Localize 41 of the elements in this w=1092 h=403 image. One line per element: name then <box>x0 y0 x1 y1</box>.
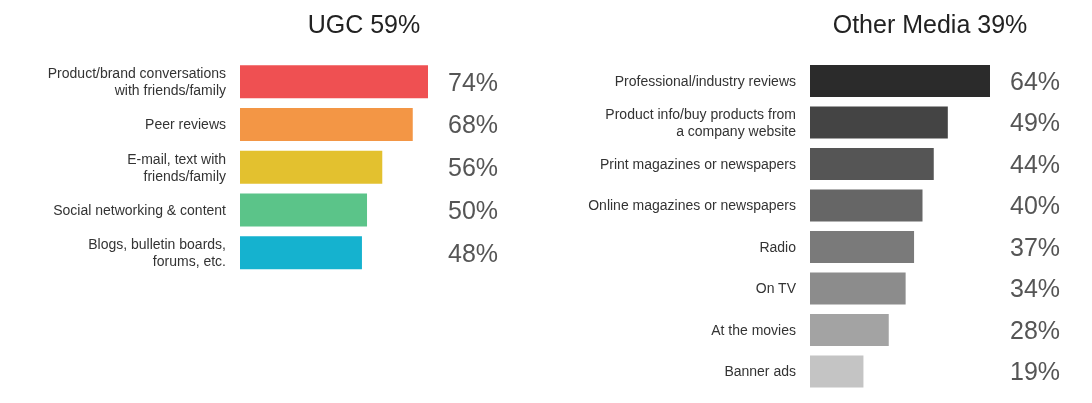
y-tick-label: Professional/industry reviews <box>614 72 796 89</box>
bar <box>240 236 362 270</box>
y-tick-label: Banner ads <box>724 363 796 380</box>
data-label: 68% <box>448 110 499 139</box>
bar <box>810 64 990 97</box>
y-tick-label: Social networking & content <box>53 201 227 218</box>
y-tick-label: At the movies <box>711 321 796 338</box>
chart-title: Other Media 39% <box>831 10 1029 39</box>
data-label: 37% <box>1010 232 1061 261</box>
y-tick-label: Peer reviews <box>145 116 226 133</box>
y-tick-label: Radio <box>759 238 797 255</box>
y-tick-label: Blogs, bulletin boards, forums, etc. <box>88 236 226 270</box>
data-label: 50% <box>448 196 499 225</box>
data-label: 48% <box>448 238 499 267</box>
chart-title: UGC 59% <box>306 10 422 39</box>
bar <box>810 272 906 305</box>
data-label: 56% <box>448 153 499 182</box>
y-tick-label: Print magazines or newspapers <box>599 155 796 172</box>
bar <box>810 355 864 388</box>
bar <box>810 147 934 180</box>
bar <box>810 230 915 263</box>
data-label: 64% <box>1010 66 1061 95</box>
bar <box>240 193 368 227</box>
y-tick-label: Product info/buy products from a company website <box>605 105 797 139</box>
data-label: 74% <box>448 67 499 96</box>
y-tick-label: Online magazines or newspapers <box>588 197 796 214</box>
data-label: 44% <box>1010 149 1061 178</box>
data-label: 19% <box>1010 357 1061 386</box>
data-label: 49% <box>1010 108 1061 137</box>
y-tick-label: E-mail, text with friends/family <box>127 150 226 184</box>
data-label: 34% <box>1010 274 1061 303</box>
bar <box>810 313 889 346</box>
bar <box>240 65 428 99</box>
data-label: 40% <box>1010 191 1061 220</box>
bar <box>240 107 413 141</box>
data-label: 28% <box>1010 315 1061 344</box>
bar <box>240 150 383 184</box>
bar <box>810 189 923 222</box>
y-tick-label: On TV <box>755 280 797 297</box>
bar <box>810 106 948 139</box>
y-tick-label: Product/brand conversations with friends/family <box>47 64 226 98</box>
